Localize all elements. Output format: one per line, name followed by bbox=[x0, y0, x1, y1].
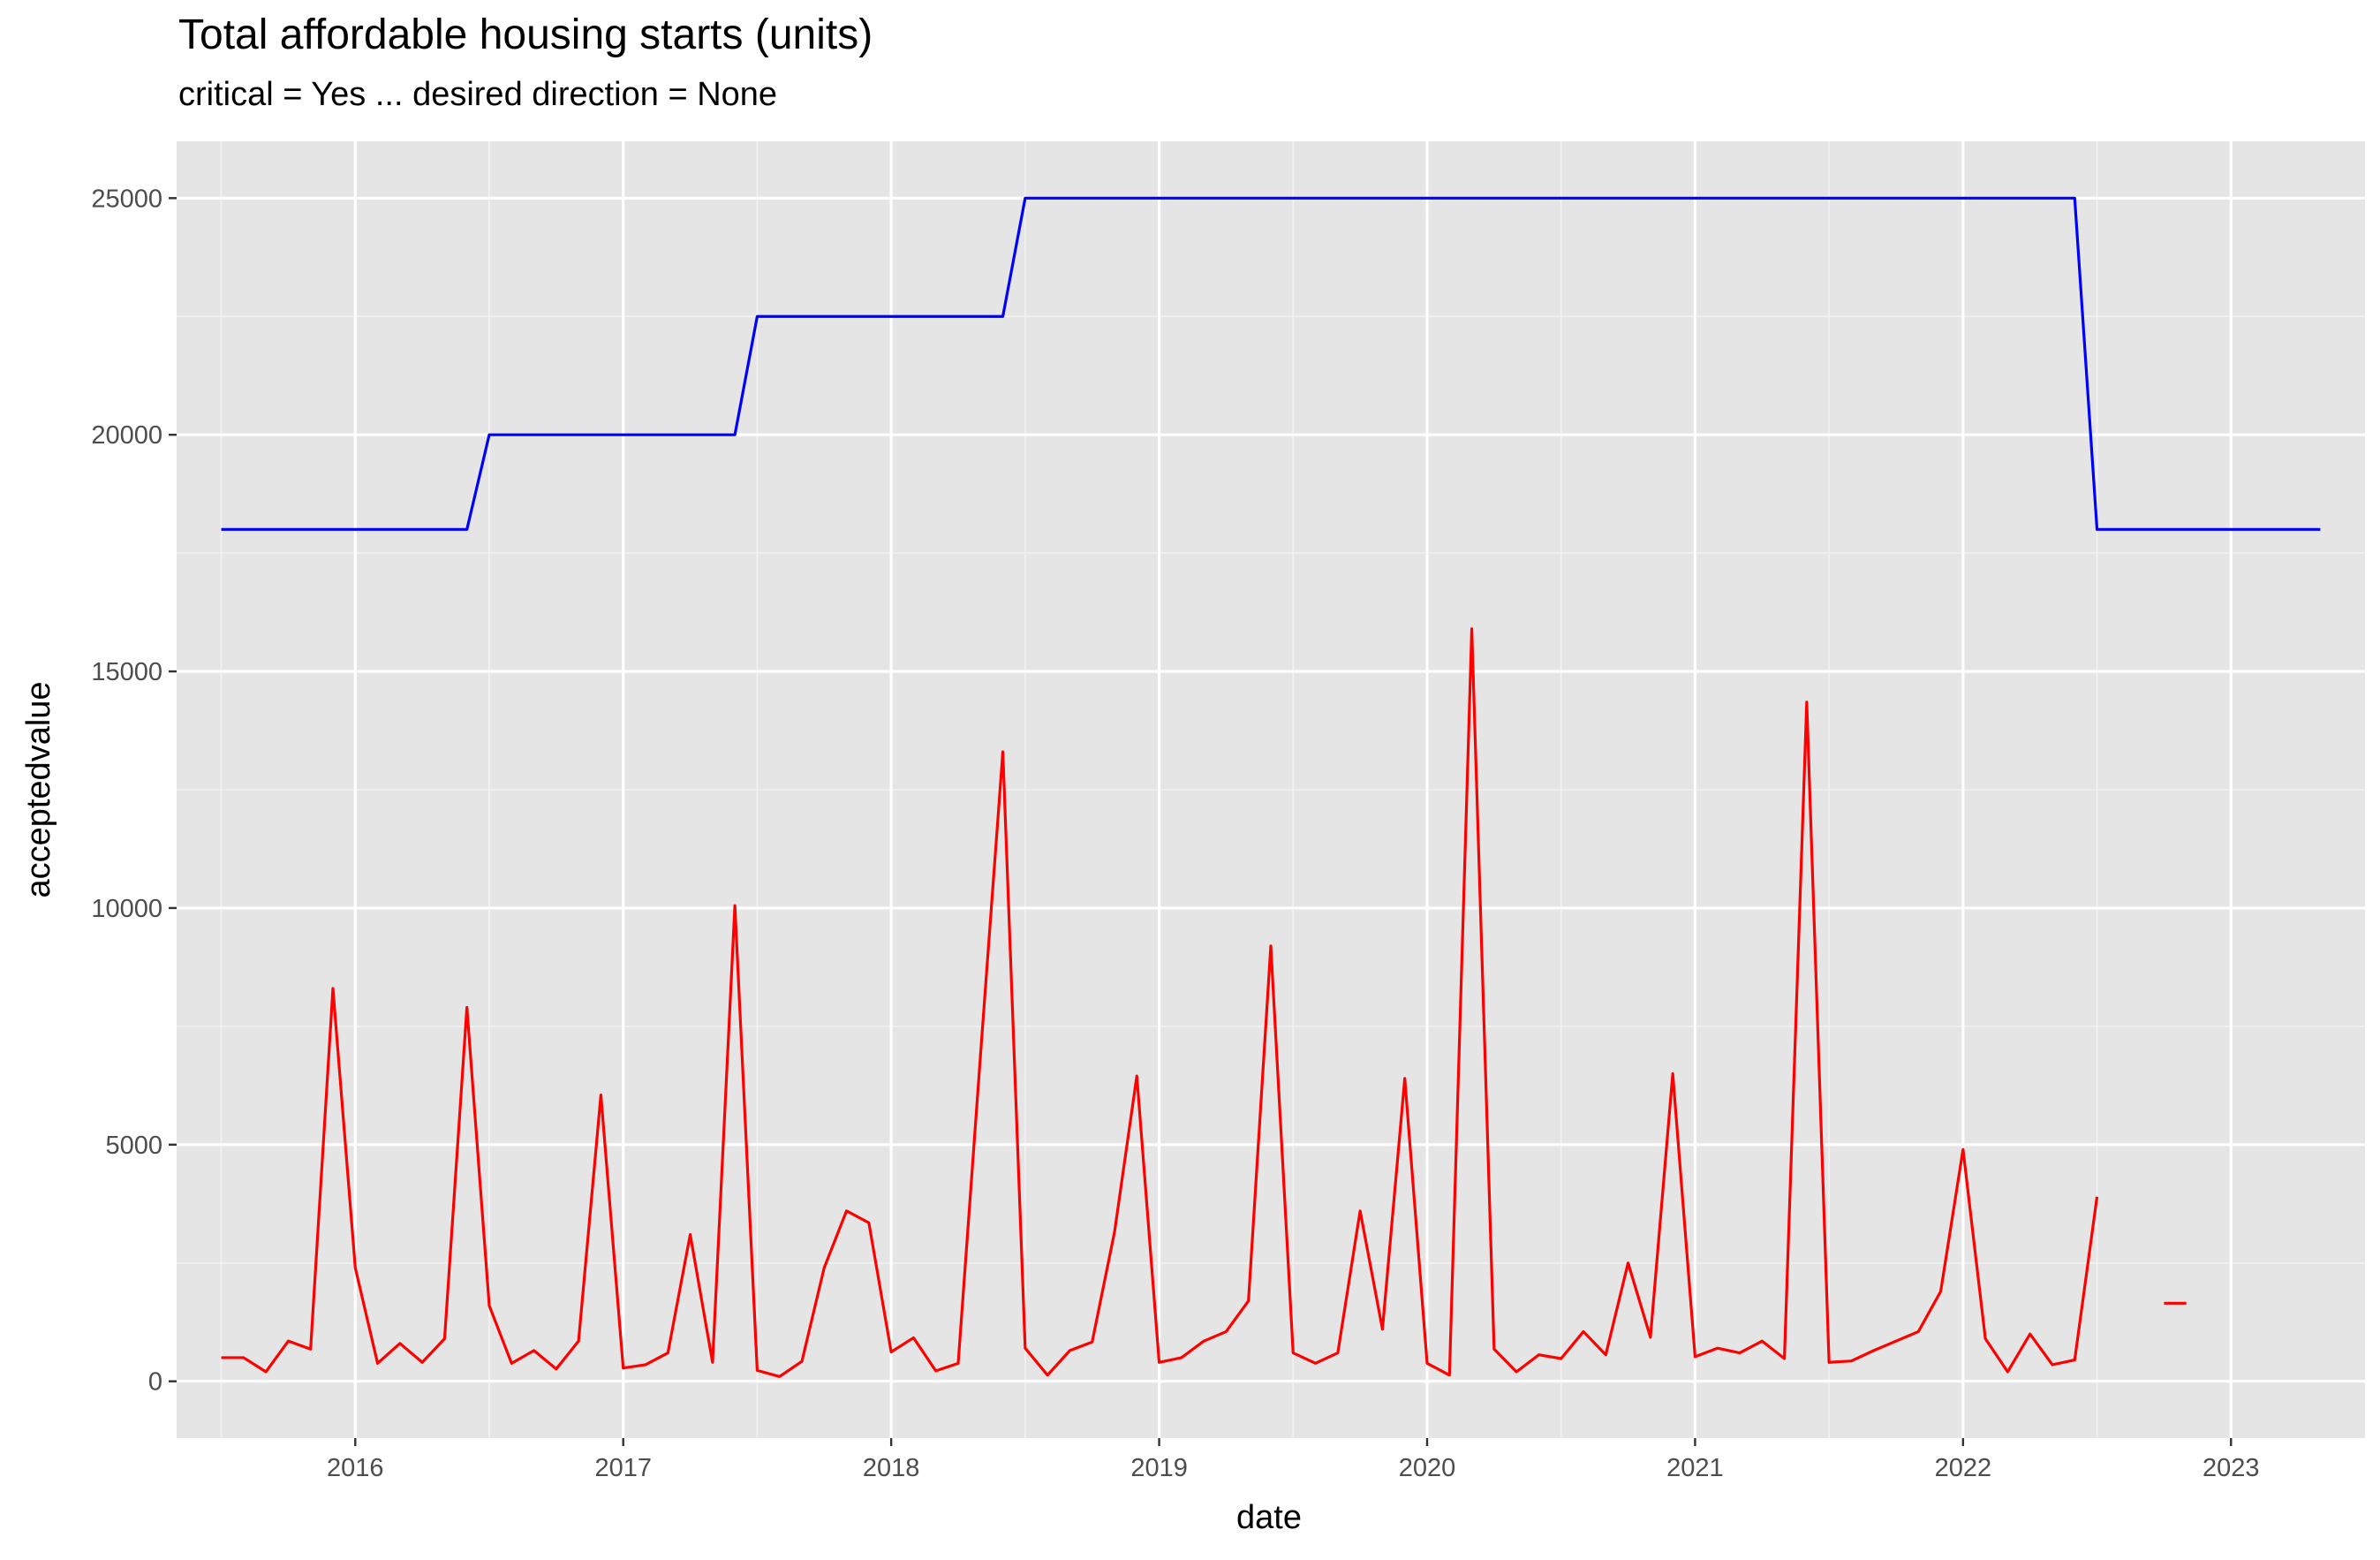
x-tick-label: 2023 bbox=[2202, 1454, 2260, 1482]
x-tick-label: 2020 bbox=[1399, 1454, 1456, 1482]
y-tick-label: 10000 bbox=[91, 895, 162, 923]
chart-subtitle: critical = Yes ... desired direction = N… bbox=[178, 76, 778, 113]
x-tick-label: 2021 bbox=[1666, 1454, 1724, 1482]
x-tick-label: 2019 bbox=[1130, 1454, 1188, 1482]
series-line-2 bbox=[221, 627, 2099, 1378]
series-line-1 bbox=[221, 196, 2321, 531]
y-tick-label: 0 bbox=[148, 1368, 162, 1397]
x-tick-label: 2022 bbox=[1935, 1454, 1992, 1482]
minor-gridlines bbox=[177, 141, 2365, 1438]
x-tick-label: 2018 bbox=[863, 1454, 920, 1482]
y-axis-title: acceptedvalue bbox=[20, 681, 57, 897]
y-tick-label: 20000 bbox=[91, 421, 162, 450]
y-tick-label: 15000 bbox=[91, 658, 162, 686]
x-tick-label: 2017 bbox=[594, 1454, 652, 1482]
x-axis-title: date bbox=[1236, 1499, 1302, 1536]
chart-title: Total affordable housing starts (units) bbox=[178, 11, 873, 58]
y-tick-label: 5000 bbox=[105, 1132, 162, 1160]
series-lines bbox=[221, 196, 2321, 1378]
x-axis: 2016 2017 2018 2019 2020 2021 2022 2023 bbox=[327, 1438, 2260, 1482]
y-axis: 0 5000 10000 15000 20000 25000 bbox=[91, 185, 177, 1397]
y-tick-label: 25000 bbox=[91, 185, 162, 213]
x-tick-label: 2016 bbox=[327, 1454, 384, 1482]
